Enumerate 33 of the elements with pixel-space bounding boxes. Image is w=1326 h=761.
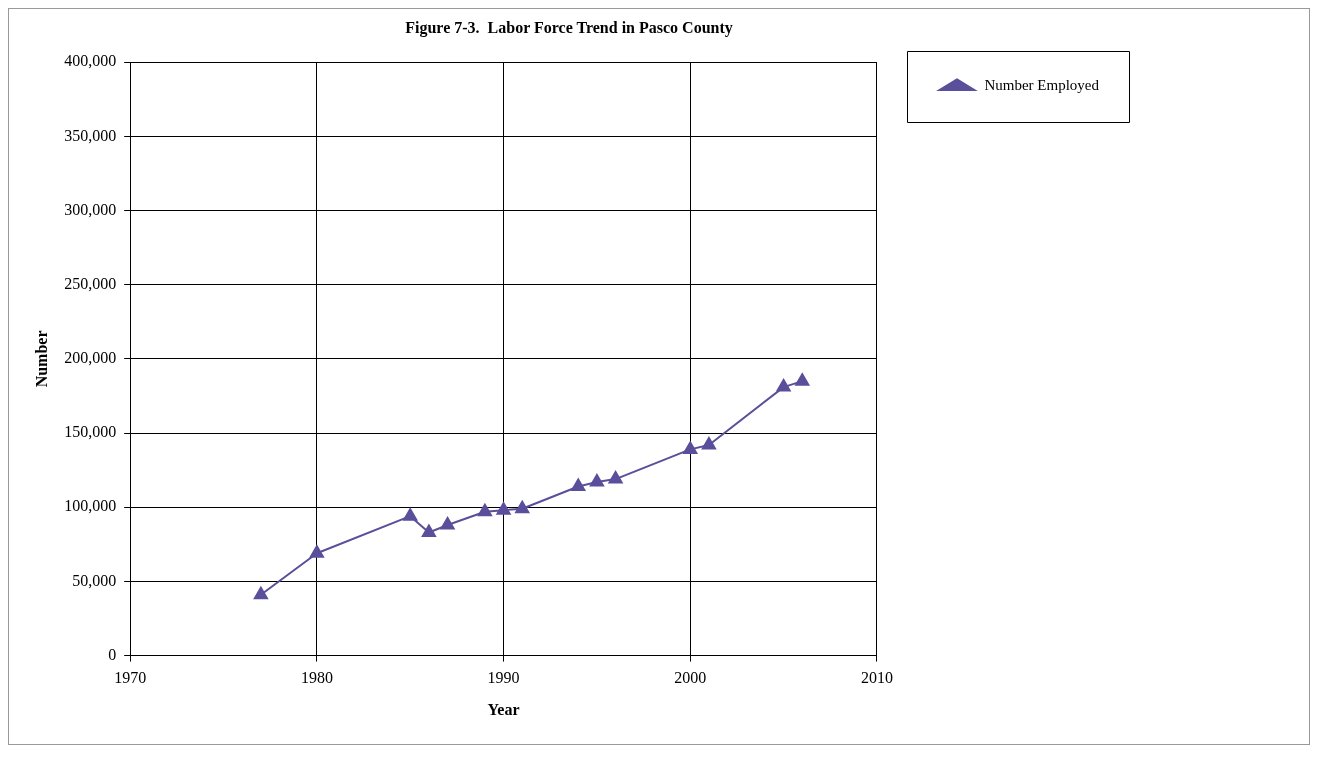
chart-title: Figure 7-3. Labor Force Trend in Pasco County <box>405 18 733 37</box>
x-tick-label: 1970 <box>114 669 147 687</box>
y-tick-label: 100,000 <box>64 497 117 515</box>
point <box>515 500 530 514</box>
y-tick-label: 200,000 <box>64 349 117 367</box>
point <box>683 441 698 454</box>
x-tick-label: 2010 <box>860 669 893 687</box>
y-tick-label: 250,000 <box>64 274 117 292</box>
point <box>253 586 268 600</box>
point <box>608 471 623 484</box>
x-tick-label: 1980 <box>300 669 333 687</box>
x-axis-title: Year <box>487 700 520 718</box>
y-tick-label: 0 <box>108 645 117 663</box>
y-tick-label: 150,000 <box>64 423 117 441</box>
point <box>477 503 492 517</box>
x-tick-label: 2000 <box>674 669 707 687</box>
point <box>440 517 455 530</box>
x-tick-label: 1990 <box>487 669 520 687</box>
point <box>309 545 324 558</box>
point <box>589 474 604 487</box>
point <box>571 478 586 491</box>
y-tick-label: 300,000 <box>64 200 117 218</box>
point <box>496 502 511 515</box>
y-tick-label: 400,000 <box>64 52 117 70</box>
y-tick-label: 350,000 <box>64 126 117 144</box>
point <box>403 508 418 521</box>
legend-label: Number Employed <box>984 77 1100 94</box>
y-tick-label: 50,000 <box>72 571 117 589</box>
point <box>795 373 810 386</box>
y-axis-title: Number <box>32 330 50 388</box>
point <box>701 436 716 450</box>
point <box>421 524 436 537</box>
point <box>776 379 791 392</box>
